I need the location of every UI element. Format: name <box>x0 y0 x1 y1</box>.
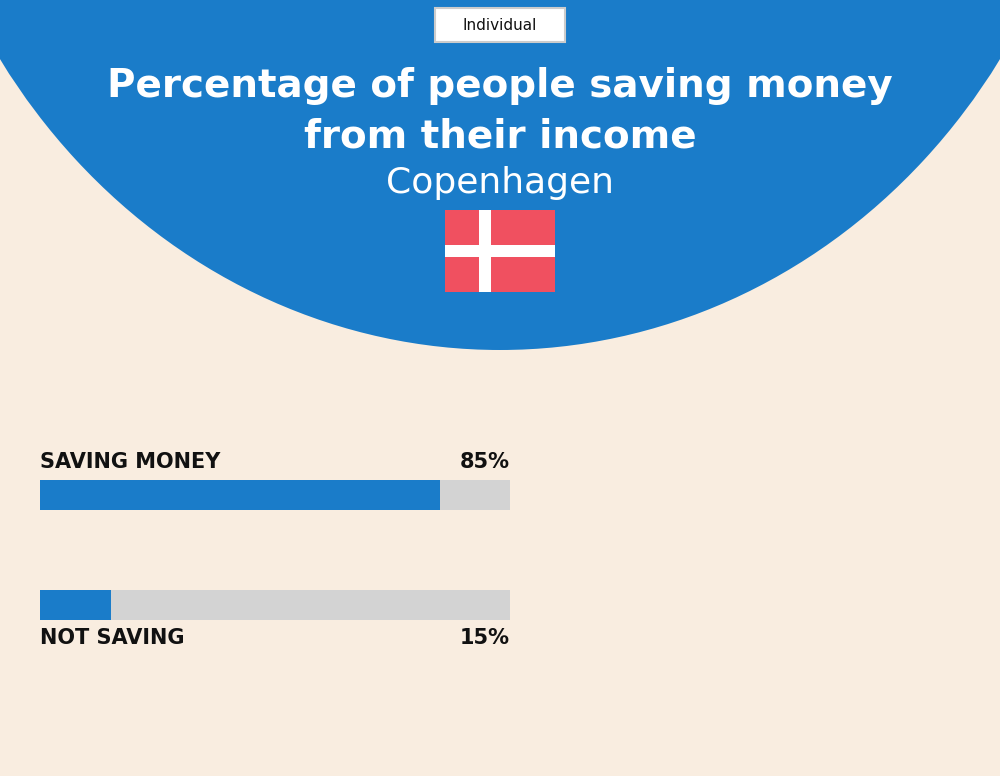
Text: NOT SAVING: NOT SAVING <box>40 628 184 648</box>
Text: 15%: 15% <box>460 628 510 648</box>
Text: Percentage of people saving money: Percentage of people saving money <box>107 67 893 105</box>
Text: Copenhagen: Copenhagen <box>386 166 614 200</box>
Text: 85%: 85% <box>460 452 510 472</box>
Bar <box>40 590 510 620</box>
Text: Individual: Individual <box>463 18 537 33</box>
Bar <box>40 480 440 510</box>
FancyBboxPatch shape <box>435 8 565 42</box>
Bar <box>479 210 491 292</box>
Ellipse shape <box>0 0 1000 350</box>
Text: SAVING MONEY: SAVING MONEY <box>40 452 220 472</box>
Bar <box>40 590 110 620</box>
Bar <box>40 480 510 510</box>
Bar <box>445 210 555 292</box>
Text: from their income: from their income <box>304 117 696 155</box>
Bar <box>445 245 555 257</box>
